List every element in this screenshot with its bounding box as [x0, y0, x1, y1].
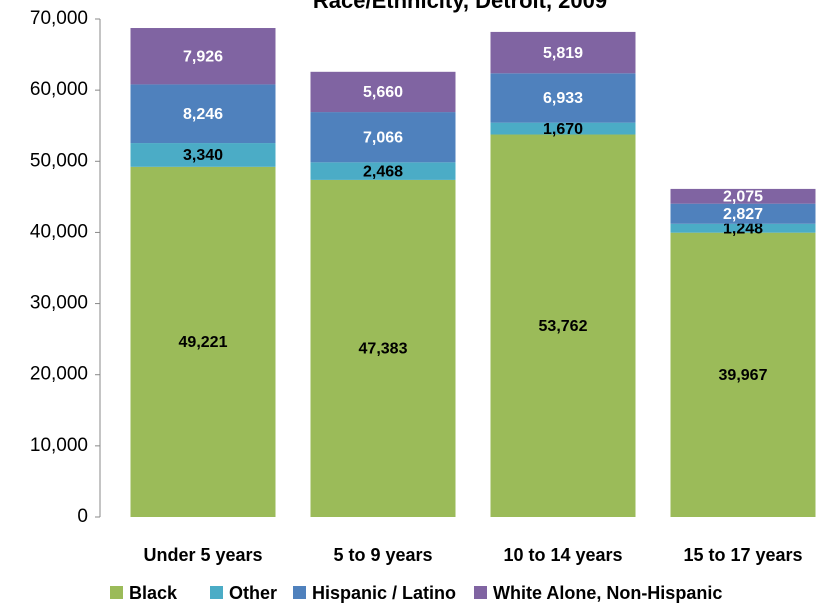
legend-swatch	[210, 586, 223, 599]
data-label: 7,066	[363, 129, 403, 146]
bar-segment	[490, 73, 636, 123]
y-tick-label: 70,000	[30, 8, 88, 29]
legend-label: Black	[129, 583, 178, 603]
bar-segment	[670, 223, 816, 233]
chart-title: Race/Ethnicity, Detroit, 2009	[313, 0, 607, 13]
data-label: 47,383	[359, 341, 408, 358]
data-label: 5,660	[363, 84, 403, 101]
data-label: 1,670	[543, 121, 583, 138]
data-label: 5,819	[543, 45, 583, 62]
bar-segment	[490, 134, 636, 517]
data-label: 49,221	[179, 334, 228, 351]
y-tick-label: 20,000	[30, 364, 88, 385]
data-label: 53,762	[539, 318, 588, 335]
data-label: 39,967	[719, 367, 768, 384]
legend-label: White Alone, Non-Hispanic	[493, 583, 722, 603]
bar-segment	[130, 84, 276, 144]
bar-segment	[310, 112, 456, 163]
y-tick-label: 30,000	[30, 293, 88, 314]
data-label: 8,246	[183, 106, 223, 123]
x-tick-label: 5 to 9 years	[333, 545, 432, 565]
data-label: 7,926	[183, 48, 223, 65]
bar-segment	[670, 232, 816, 518]
data-label: 6,933	[543, 90, 583, 107]
bar-segment	[130, 166, 276, 517]
bar-segment	[130, 28, 276, 85]
bar-segment	[670, 188, 816, 204]
legend-label: Hispanic / Latino	[312, 583, 456, 603]
y-tick-label: 60,000	[30, 79, 88, 100]
x-tick-label: Under 5 years	[143, 545, 262, 565]
legend-swatch	[474, 586, 487, 599]
data-label: 2,827	[723, 206, 763, 223]
bar-segment	[310, 179, 456, 517]
legend-swatch	[110, 586, 123, 599]
legend-label: Other	[229, 583, 277, 603]
bar-segment	[490, 31, 636, 74]
bar-segment	[310, 162, 456, 180]
y-tick-label: 10,000	[30, 435, 88, 456]
bar-segment	[490, 122, 636, 135]
y-tick-label: 0	[77, 506, 88, 527]
x-tick-label: 10 to 14 years	[503, 545, 622, 565]
x-tick-label: 15 to 17 years	[683, 545, 802, 565]
data-label: 2,075	[723, 189, 763, 206]
bar-segment	[310, 71, 456, 113]
legend-swatch	[293, 586, 306, 599]
y-tick-label: 40,000	[30, 221, 88, 242]
bar-segment	[670, 203, 816, 224]
data-label: 1,248	[723, 220, 763, 237]
data-label: 2,468	[363, 163, 403, 180]
bar-segment	[130, 143, 276, 167]
data-label: 3,340	[183, 147, 223, 164]
y-tick-label: 50,000	[30, 150, 88, 171]
